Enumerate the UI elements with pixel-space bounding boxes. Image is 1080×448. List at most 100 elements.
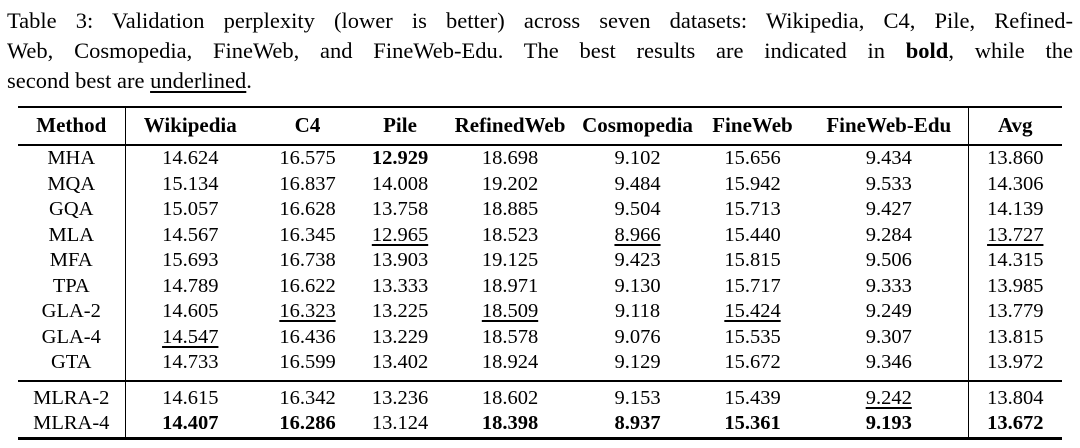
table-row-mlra-2: MLRA-2 14.615 16.342 13.236 18.602 9.153 15.43… [18, 379, 1062, 411]
method-cell: GQA [49, 198, 94, 220]
value: 15.693 [162, 249, 219, 271]
method-cell: MLRA-4 [33, 412, 110, 434]
value-cell: 9.427 [810, 197, 968, 223]
value: 16.345 [279, 223, 336, 246]
value: 9.504 [614, 198, 661, 220]
table-row-mha: MHA 14.624 16.575 12.929 18.698 9.102 15.656 9.… [18, 145, 1062, 172]
value-cell: 15.440 [695, 223, 810, 249]
value-cell: 16.345 [255, 223, 360, 249]
value-cell: 15.361 [695, 411, 810, 438]
value-cell: 9.193 [810, 411, 968, 438]
value-cell: 15.815 [695, 248, 810, 274]
value: 9.506 [865, 249, 912, 271]
value-cell: 18.578 [440, 325, 580, 351]
value-cell: 13.815 [967, 324, 1062, 350]
table-row-gla-2: GLA-2 14.605 16.323 13.225 18.509 9.118 15.424… [18, 299, 1062, 325]
value-cell: 14.605 [124, 299, 255, 325]
value: 14.306 [987, 172, 1044, 195]
value: 14.733 [162, 351, 219, 373]
method-cell: MHA [47, 147, 96, 169]
value: 16.837 [279, 172, 336, 195]
value-cell: 18.971 [440, 274, 580, 300]
caption-text: Table 3: Validation perplexity (lower is… [7, 8, 1073, 33]
value: 9.102 [614, 147, 661, 169]
value-cell: 9.153 [580, 379, 695, 411]
value-cell: 8.966 [580, 223, 695, 249]
value-cell: 18.523 [440, 223, 580, 249]
table-caption: Table 3: Validation perplexity (lower is… [7, 6, 1073, 96]
value-cell: 9.504 [580, 197, 695, 223]
caption-text: . [246, 68, 252, 93]
value-cell: 16.575 [255, 145, 360, 172]
value-cell: 15.134 [124, 171, 255, 197]
value-cell: 12.965 [360, 223, 440, 249]
value-cell: 14.789 [124, 273, 255, 299]
value-cell: 14.315 [967, 248, 1062, 274]
value-cell: 15.942 [695, 172, 810, 198]
value: 14.789 [162, 274, 219, 297]
value-cell: 13.985 [967, 273, 1062, 299]
table-row-tpa: TPA 14.789 16.622 13.333 18.971 9.130 15.717 9.… [18, 273, 1062, 300]
best-value: 15.361 [724, 412, 781, 434]
column-header-avg: Avg [967, 107, 1062, 146]
value-cell: 13.402 [360, 350, 440, 381]
value: 16.622 [279, 274, 336, 297]
value-cell: 13.225 [360, 299, 440, 325]
value: 16.575 [279, 147, 336, 169]
value-cell: 13.758 [360, 197, 440, 223]
value-cell: 9.307 [810, 325, 968, 351]
value-cell: 9.118 [580, 299, 695, 325]
value-cell: 16.599 [255, 350, 360, 381]
value: 13.758 [371, 198, 429, 220]
value-cell: 18.509 [440, 299, 580, 325]
value-cell: 16.436 [255, 325, 360, 351]
second-best-value: 15.424 [724, 300, 781, 322]
value: 9.307 [865, 325, 912, 348]
value-cell: 13.903 [360, 248, 440, 274]
value: 9.249 [865, 300, 912, 322]
value-cell: 16.286 [255, 411, 360, 438]
best-value: 16.286 [279, 412, 336, 434]
value: 14.139 [987, 198, 1044, 220]
value: 9.284 [865, 223, 912, 246]
value-cell: 9.249 [810, 299, 968, 325]
column-header-c4: C4 [255, 107, 360, 146]
best-value: 14.407 [162, 412, 219, 434]
best-value: 8.937 [614, 412, 661, 434]
column-header-method: Method [18, 107, 125, 146]
value: 16.436 [279, 325, 336, 348]
value-cell: 9.533 [810, 172, 968, 198]
value: 13.225 [371, 300, 429, 322]
value: 16.628 [279, 198, 336, 220]
table-row-gla-4: GLA-4 14.547 16.436 13.229 18.578 9.076 15.535… [18, 324, 1062, 351]
value: 13.985 [987, 274, 1044, 297]
value: 18.885 [481, 198, 539, 220]
results-table: Method Wikipedia C4 Pile RefinedWeb Cosmopedi… [18, 106, 1062, 440]
value-cell: 15.057 [124, 197, 255, 223]
value-cell: 16.738 [255, 248, 360, 274]
value-cell: 15.535 [695, 325, 810, 351]
value: 14.567 [162, 223, 219, 246]
column-header-wikipedia: Wikipedia [124, 107, 255, 146]
value-cell: 9.076 [580, 325, 695, 351]
column-header-fineweb: FineWeb [695, 107, 810, 146]
value: 16.342 [279, 386, 336, 409]
value: 9.076 [614, 325, 661, 348]
value-cell: 12.929 [360, 145, 440, 172]
value: 13.860 [987, 147, 1044, 169]
value-cell: 13.672 [967, 411, 1062, 438]
second-best-value: 8.966 [614, 223, 661, 246]
value-cell: 14.547 [124, 324, 255, 350]
table-body: MHA 14.624 16.575 12.929 18.698 9.102 15.656 9.… [18, 145, 1062, 438]
value: 14.315 [987, 249, 1044, 271]
value: 13.124 [371, 412, 429, 434]
table-row-mfa: MFA 15.693 16.738 13.903 19.125 9.423 15.815 9.… [18, 248, 1062, 274]
value: 9.153 [614, 386, 661, 409]
value: 13.779 [987, 300, 1044, 322]
value: 9.427 [865, 198, 912, 220]
value-cell: 9.434 [810, 145, 968, 172]
value: 14.008 [371, 172, 429, 195]
second-best-value: 12.965 [371, 223, 429, 246]
value: 9.533 [865, 172, 912, 195]
best-value: 12.929 [371, 147, 429, 169]
